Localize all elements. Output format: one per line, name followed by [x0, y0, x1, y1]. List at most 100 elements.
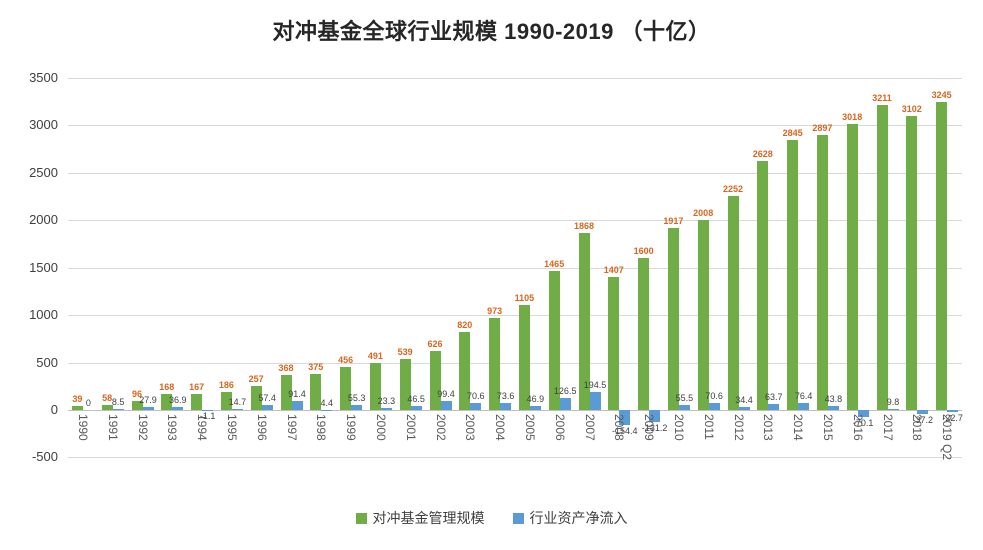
bar-flow [559, 398, 571, 410]
chart-title: 对冲基金全球行业规模 1990-2019 （十亿） [272, 19, 711, 44]
bar-flow [887, 409, 899, 410]
value-label-aum: 539 [397, 346, 413, 357]
bar-aum [369, 363, 381, 410]
bar-flow [172, 406, 184, 410]
value-label-flow: 8.5 [111, 397, 125, 408]
bar-aum [578, 232, 590, 410]
x-axis-tick-label: 1999 [344, 414, 359, 441]
value-label-aum: 368 [278, 363, 294, 374]
bar-aum [936, 102, 948, 410]
value-label-flow: 36.9 [169, 394, 187, 405]
bar-flow [827, 405, 839, 410]
bar-aum [816, 135, 828, 410]
y-axis-tick-label: 3000 [29, 117, 58, 133]
bar-flow [917, 410, 929, 414]
x-axis-tick-label: 1998 [314, 414, 329, 441]
value-label-aum: 1465 [544, 259, 565, 269]
x-axis-line [68, 410, 962, 411]
value-label-aum: 3211 [872, 93, 892, 104]
x-axis-tick-label: 1992 [135, 414, 150, 441]
bar-flow [678, 404, 690, 410]
bar-flow [500, 403, 512, 410]
value-label-aum: 96 [131, 388, 142, 399]
value-label-flow: 9.8 [886, 397, 900, 408]
legend-item-flow: 行业资产净流入 [512, 508, 628, 528]
value-label-flow: 46.9 [526, 393, 545, 404]
value-label-flow: 4.4 [320, 397, 334, 408]
value-label-aum: 186 [218, 380, 234, 391]
bar-flow [440, 400, 452, 410]
x-axis-tick-label: 2013 [761, 414, 776, 441]
value-label-flow: -131.2 [641, 423, 668, 434]
value-label-flow: 76.4 [794, 390, 813, 401]
value-label-flow: 70.6 [705, 391, 723, 402]
value-label-flow: 194.5 [583, 379, 607, 390]
bar-flow [291, 401, 303, 410]
bar-aum [101, 404, 113, 410]
value-label-aum: 1600 [633, 246, 654, 257]
value-label-aum: 39 [72, 394, 83, 405]
bar-aum [727, 196, 739, 410]
bar-flow [768, 404, 780, 410]
value-label-flow: 55.3 [347, 392, 366, 403]
value-label-aum: 2897 [812, 123, 833, 134]
bar-aum [518, 305, 530, 410]
bar-flow [112, 409, 124, 410]
value-label-flow: 27.9 [139, 395, 157, 406]
value-label-aum: 820 [457, 320, 473, 331]
x-axis-tick-label: 1993 [165, 414, 180, 441]
x-axis-tick-label: 2018 [910, 414, 925, 441]
x-axis-tick-label: 2015 [820, 414, 835, 441]
bar-flow [589, 391, 601, 410]
value-label-flow: -22.7 [942, 413, 963, 424]
value-label-aum: 375 [308, 362, 324, 373]
bar-aum [608, 276, 620, 410]
bar-flow [738, 406, 750, 410]
value-label-aum: 491 [367, 351, 383, 362]
value-label-flow: 70.6 [467, 391, 485, 402]
x-axis-tick-label: 2008 [612, 414, 627, 441]
legend-swatch-aum [355, 512, 367, 524]
value-label-aum: 3018 [842, 111, 863, 122]
value-label-aum: 1407 [603, 264, 624, 275]
x-axis-tick-label: 1996 [254, 414, 269, 441]
gridline [68, 457, 962, 459]
value-label-aum: 2008 [693, 207, 714, 218]
value-label-flow: 73.6 [496, 391, 515, 401]
value-label-flow: 23.3 [377, 395, 396, 406]
x-axis-tick-label: 2005 [522, 414, 537, 441]
value-label-flow: -154.4 [612, 425, 638, 436]
value-label-aum: 1868 [573, 220, 595, 231]
value-label-flow: 126.5 [553, 386, 577, 396]
bar-aum [250, 385, 262, 410]
bar-aum [667, 228, 679, 410]
x-axis-tick-label: 2011 [701, 414, 716, 440]
value-label-aum: 2252 [722, 184, 744, 195]
x-axis-tick-label: 2009 [642, 414, 657, 441]
bar-aum [757, 160, 769, 410]
bar-aum [846, 123, 858, 410]
value-label-flow: 91.4 [288, 389, 306, 400]
x-axis-tick-label: 1990 [75, 414, 90, 441]
gridline [68, 315, 962, 317]
x-axis-tick-label: 2002 [433, 414, 448, 441]
value-label-aum: 3245 [931, 90, 952, 101]
y-axis-tick-label: 2000 [29, 212, 58, 228]
x-axis-tick-label: 1994 [195, 414, 210, 441]
bar-flow [529, 405, 541, 410]
bar-aum [399, 358, 411, 410]
value-label-aum: 3102 [901, 103, 922, 114]
x-axis-tick-label: 2014 [791, 414, 806, 441]
y-axis-tick-label: 1500 [29, 259, 58, 275]
bar-aum [489, 317, 501, 410]
bar-flow [798, 402, 810, 410]
value-label-aum: 2845 [782, 128, 803, 139]
bar-aum [191, 394, 203, 410]
bar-flow [380, 407, 392, 410]
gridline [68, 78, 962, 79]
value-label-flow: 0 [85, 398, 91, 408]
bar-aum [787, 140, 799, 410]
x-axis-tick-label: 2000 [373, 414, 388, 441]
value-label-flow: 99.4 [437, 388, 455, 399]
bar-flow [708, 403, 720, 410]
